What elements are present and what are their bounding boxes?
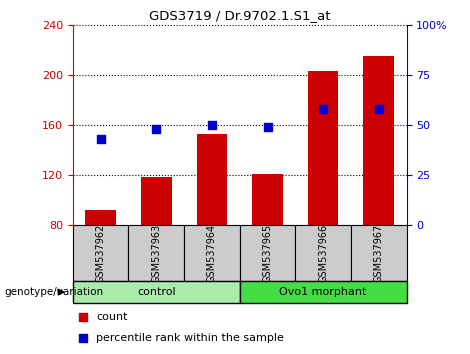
Point <box>320 106 327 112</box>
Bar <box>73 281 240 303</box>
Point <box>264 124 271 130</box>
Point <box>208 122 216 127</box>
Title: GDS3719 / Dr.9702.1.S1_at: GDS3719 / Dr.9702.1.S1_at <box>149 9 330 22</box>
Text: GSM537966: GSM537966 <box>318 223 328 283</box>
Text: percentile rank within the sample: percentile rank within the sample <box>96 332 284 343</box>
Text: count: count <box>96 312 128 322</box>
Text: genotype/variation: genotype/variation <box>5 287 104 297</box>
Text: GSM537965: GSM537965 <box>263 223 273 283</box>
Bar <box>363 56 394 225</box>
Bar <box>351 225 407 281</box>
Point <box>375 106 383 112</box>
Bar <box>184 225 240 281</box>
Text: GSM537963: GSM537963 <box>151 223 161 283</box>
Bar <box>141 177 172 225</box>
Bar <box>86 210 116 225</box>
Text: control: control <box>137 287 176 297</box>
Point <box>152 126 160 132</box>
Text: Ovo1 morphant: Ovo1 morphant <box>280 287 367 297</box>
Bar <box>196 133 227 225</box>
Text: GSM537962: GSM537962 <box>96 223 106 283</box>
Bar <box>240 225 295 281</box>
Bar <box>73 225 128 281</box>
Point <box>97 136 104 142</box>
Bar <box>252 173 283 225</box>
Bar <box>295 225 351 281</box>
Bar <box>128 225 184 281</box>
Text: GSM537967: GSM537967 <box>374 223 384 283</box>
Point <box>79 314 86 320</box>
Bar <box>308 71 338 225</box>
Text: GSM537964: GSM537964 <box>207 223 217 283</box>
Bar <box>240 281 407 303</box>
Point <box>79 335 86 341</box>
